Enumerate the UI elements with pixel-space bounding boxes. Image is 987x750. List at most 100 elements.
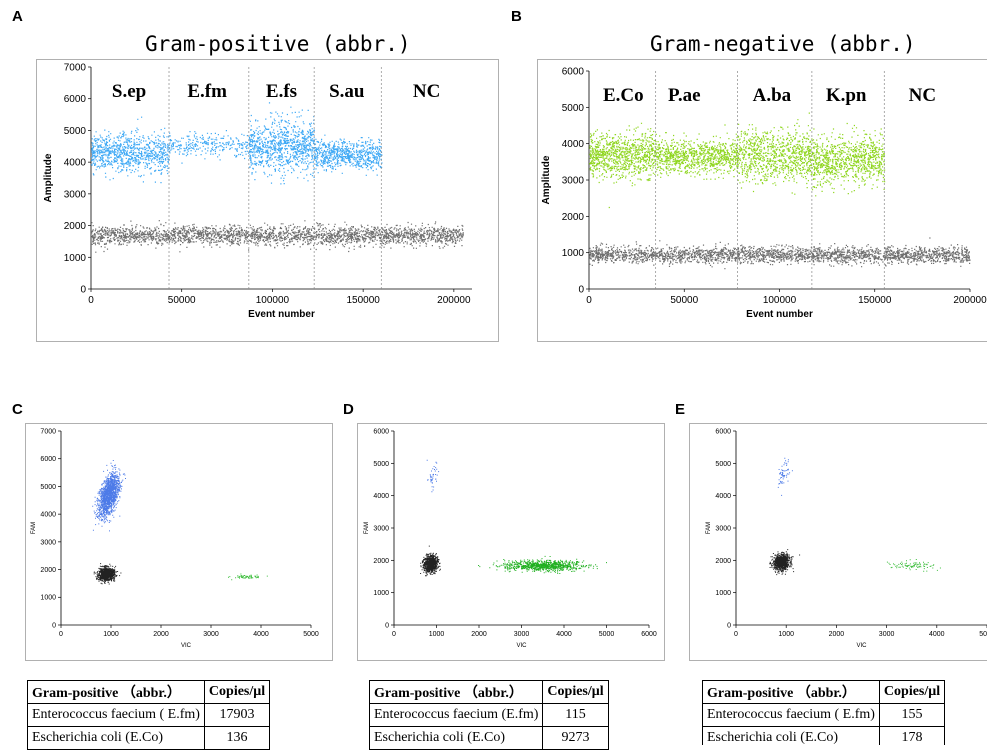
table-cell-copies: 9273 — [542, 726, 609, 750]
y-tick-label: 5000 — [64, 126, 87, 137]
y-tick-label: 1000 — [562, 248, 585, 259]
y-axis-label: Amplitude — [541, 155, 552, 204]
table-cell-organism: Enterococcus faecium ( E.fm) — [27, 703, 205, 727]
droplet-cluster-2 — [420, 545, 441, 577]
y-tick-label: 3000 — [562, 176, 585, 187]
y-axis-label: FAM — [31, 522, 37, 534]
x-tick-label: 4000 — [556, 631, 572, 638]
y-tick-label: 5000 — [373, 461, 389, 468]
panel-label-a: A — [12, 8, 23, 25]
x-tick-label: 150000 — [858, 295, 892, 306]
table-row: Escherichia coli (E.Co) 9273 — [368, 726, 609, 750]
y-tick-label: 5000 — [40, 484, 56, 491]
segment-label: S.au — [329, 81, 365, 102]
table-cell-organism: Escherichia coli (E.Co) — [27, 726, 205, 750]
y-tick-label: 4000 — [562, 139, 585, 150]
y-tick-label: 2000 — [40, 567, 56, 574]
table-cell-organism: Escherichia coli (E.Co) — [702, 726, 880, 745]
positive-droplets-2 — [655, 124, 739, 180]
copies-table-c: Gram-positive （abbr.） Copies/μl Enteroco… — [27, 680, 271, 750]
segment-label: E.fs — [266, 81, 297, 102]
panel-label-c: C — [12, 401, 23, 418]
y-tick-label: 4000 — [64, 158, 87, 169]
table-e-clip: Gram-positive （abbr.） Copies/μl Enteroco… — [702, 680, 987, 745]
x-tick-label: 2000 — [471, 631, 487, 638]
table-header-copies: Copies/μl — [878, 680, 946, 704]
y-tick-label: 0 — [385, 622, 389, 629]
y-tick-label: 6000 — [373, 428, 389, 435]
segment-label: A.ba — [753, 85, 792, 106]
segment-label: K.pn — [826, 85, 867, 106]
y-tick-label: 0 — [727, 622, 731, 629]
segment-label: E.fm — [187, 81, 227, 102]
table-row: Enterococcus faecium (E.fm) 115 — [368, 703, 609, 727]
x-tick-label: 5000 — [599, 631, 615, 638]
y-axis-label: FAM — [706, 522, 712, 534]
x-axis-label: VIC — [516, 643, 527, 649]
table-cell-copies: 178 — [878, 726, 946, 745]
y-tick-label: 1000 — [40, 595, 56, 602]
chart-c-frame — [25, 423, 333, 661]
chart-a: 0 50000 100000 150000 200000 0 1000 2000 3000 400… — [43, 63, 472, 320]
segment-label: P.ae — [668, 85, 701, 106]
x-tick-label: 5000 — [979, 631, 987, 638]
table-header-name: Gram-positive （abbr.） — [27, 680, 205, 704]
negative-droplets — [589, 237, 971, 270]
x-tick-label: 4000 — [253, 631, 269, 638]
table-row: Enterococcus faecium ( E.fm) 17903 — [27, 703, 271, 727]
x-tick-label: 0 — [392, 631, 396, 638]
x-tick-label: 150000 — [346, 295, 380, 306]
copies-table-e: Gram-positive （abbr.） Copies/μl Enteroco… — [702, 680, 946, 745]
table-cell-organism: Enterococcus faecium (E.fm) — [368, 703, 544, 727]
positive-droplets-4 — [314, 134, 383, 176]
segment-label: S.ep — [112, 81, 146, 102]
y-tick-label: 0 — [80, 285, 86, 296]
copies-table-d: Gram-positive （abbr.） Copies/μl Enteroco… — [368, 680, 609, 750]
chart-e-frame — [689, 423, 987, 661]
x-tick-label: 0 — [734, 631, 738, 638]
droplet-cluster-2 — [769, 549, 801, 576]
x-tick-label: 1000 — [429, 631, 445, 638]
table-header-copies: Copies/μl — [542, 680, 609, 704]
y-axis-label: FAM — [364, 522, 370, 534]
x-axis-label: Event number — [746, 309, 813, 320]
y-tick-label: 4000 — [373, 493, 389, 500]
y-tick-label: 3000 — [64, 189, 87, 200]
y-tick-label: 5000 — [715, 461, 731, 468]
x-axis-label: Event number — [248, 309, 315, 320]
table-cell-copies: 17903 — [203, 703, 271, 727]
x-tick-label: 2000 — [153, 631, 169, 638]
y-tick-label: 4000 — [715, 493, 731, 500]
x-tick-label: 1000 — [103, 631, 119, 638]
positive-droplets-3 — [248, 102, 316, 185]
positive-droplets-1 — [589, 122, 657, 209]
x-axis-label: VIC — [856, 643, 867, 649]
panel-label-e: E — [675, 401, 686, 418]
table-cell-organism: Escherichia coli (E.Co) — [368, 726, 544, 750]
x-tick-label: 0 — [59, 631, 63, 638]
droplet-cluster-3 — [478, 555, 607, 574]
positive-droplets-3 — [737, 112, 813, 195]
table-cell-copies: 155 — [878, 703, 946, 727]
x-tick-label: 5000 — [303, 631, 319, 638]
droplet-cluster-2 — [93, 563, 122, 585]
x-tick-label: 0 — [88, 295, 94, 306]
panel-label-b: B — [511, 8, 522, 25]
table-header-copies: Copies/μl — [203, 680, 271, 704]
panel-label-d: D — [343, 401, 354, 418]
y-tick-label: 6000 — [40, 456, 56, 463]
chart-b: 0 50000 100000 150000 200000 0 1000 2000 3000 400… — [541, 67, 987, 321]
table-row: Enterococcus faecium ( E.fm) 155 — [702, 703, 946, 727]
chart-a-title: Gram-positive (abbr.) — [145, 32, 411, 56]
table-row: Escherichia coli (E.Co) 178 — [702, 726, 946, 745]
y-tick-label: 6000 — [64, 94, 87, 105]
y-tick-label: 7000 — [64, 63, 87, 74]
chart-e: 0 1000 2000 3000 4000 5000 0 1000 2000 3000 4000 50… — [706, 428, 987, 649]
y-tick-label: 2000 — [562, 212, 585, 223]
y-tick-label: 2000 — [373, 558, 389, 565]
droplet-cluster-1 — [426, 459, 440, 493]
y-tick-label: 0 — [578, 285, 584, 296]
x-tick-label: 200000 — [953, 295, 987, 306]
x-tick-label: 0 — [586, 295, 592, 306]
